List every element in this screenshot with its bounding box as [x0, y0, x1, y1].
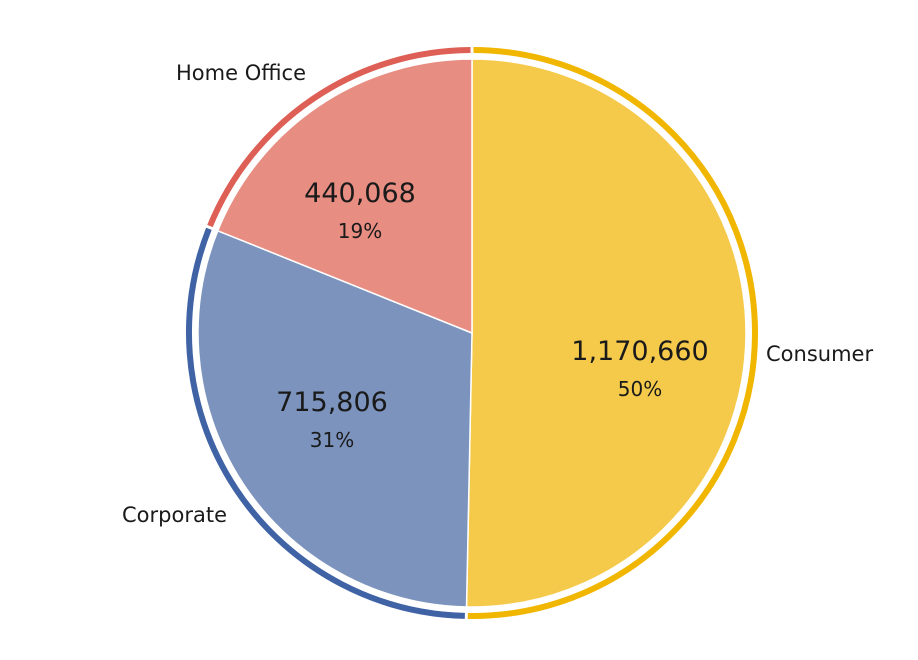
- pie-slice-corporate: [197, 229, 473, 608]
- category-label-home-office: Home Office: [176, 61, 306, 85]
- category-label-corporate: Corporate: [122, 503, 227, 527]
- pie-slice-consumer: [465, 58, 747, 608]
- ring-arc-consumer: [467, 47, 759, 619]
- category-labels: Consumer Corporate Home Office: [122, 61, 873, 527]
- category-label-consumer: Consumer: [766, 342, 873, 366]
- pie-slices: [197, 58, 747, 608]
- percent-label-consumer: 50%: [618, 377, 662, 401]
- pie-slice-home-office: [216, 58, 473, 335]
- value-label-home-office: 440,068: [304, 178, 416, 209]
- ring-arc-corporate: [186, 227, 465, 619]
- outer-rings: [186, 47, 759, 619]
- percent-label-home-office: 19%: [338, 219, 382, 243]
- value-label-corporate: 715,806: [276, 387, 388, 418]
- ring-arc-home-office: [207, 47, 471, 228]
- slice-labels: 1,170,660 50% 715,806 31% 440,068 19%: [276, 178, 709, 452]
- value-label-consumer: 1,170,660: [571, 336, 708, 367]
- percent-label-corporate: 31%: [310, 428, 354, 452]
